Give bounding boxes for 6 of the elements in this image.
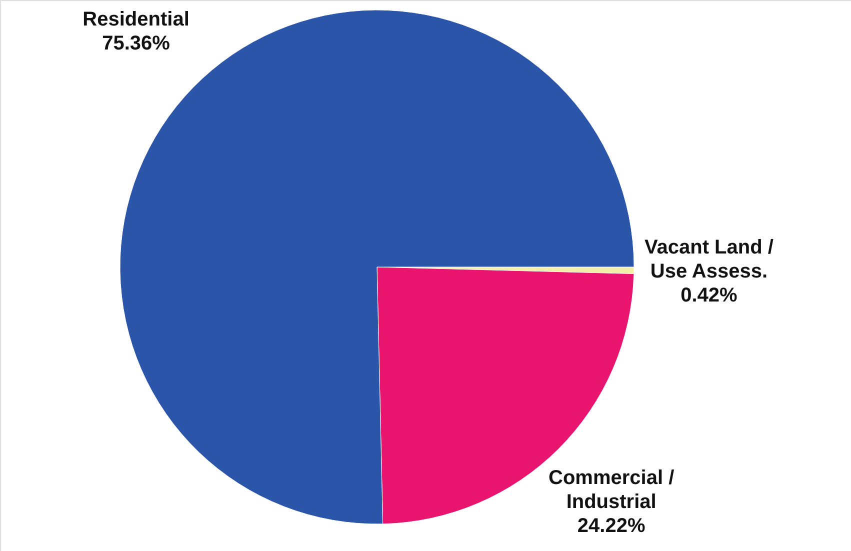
slice-label: Residential (82, 8, 190, 30)
slice-label: Commercial / Industrial (548, 467, 675, 514)
data-label: 75.36% (102, 32, 170, 54)
data-label: 24.22% (577, 515, 646, 538)
data-label: 0.42% (680, 284, 738, 306)
slice-label: Vacant Land / Use Assess. (644, 236, 774, 282)
